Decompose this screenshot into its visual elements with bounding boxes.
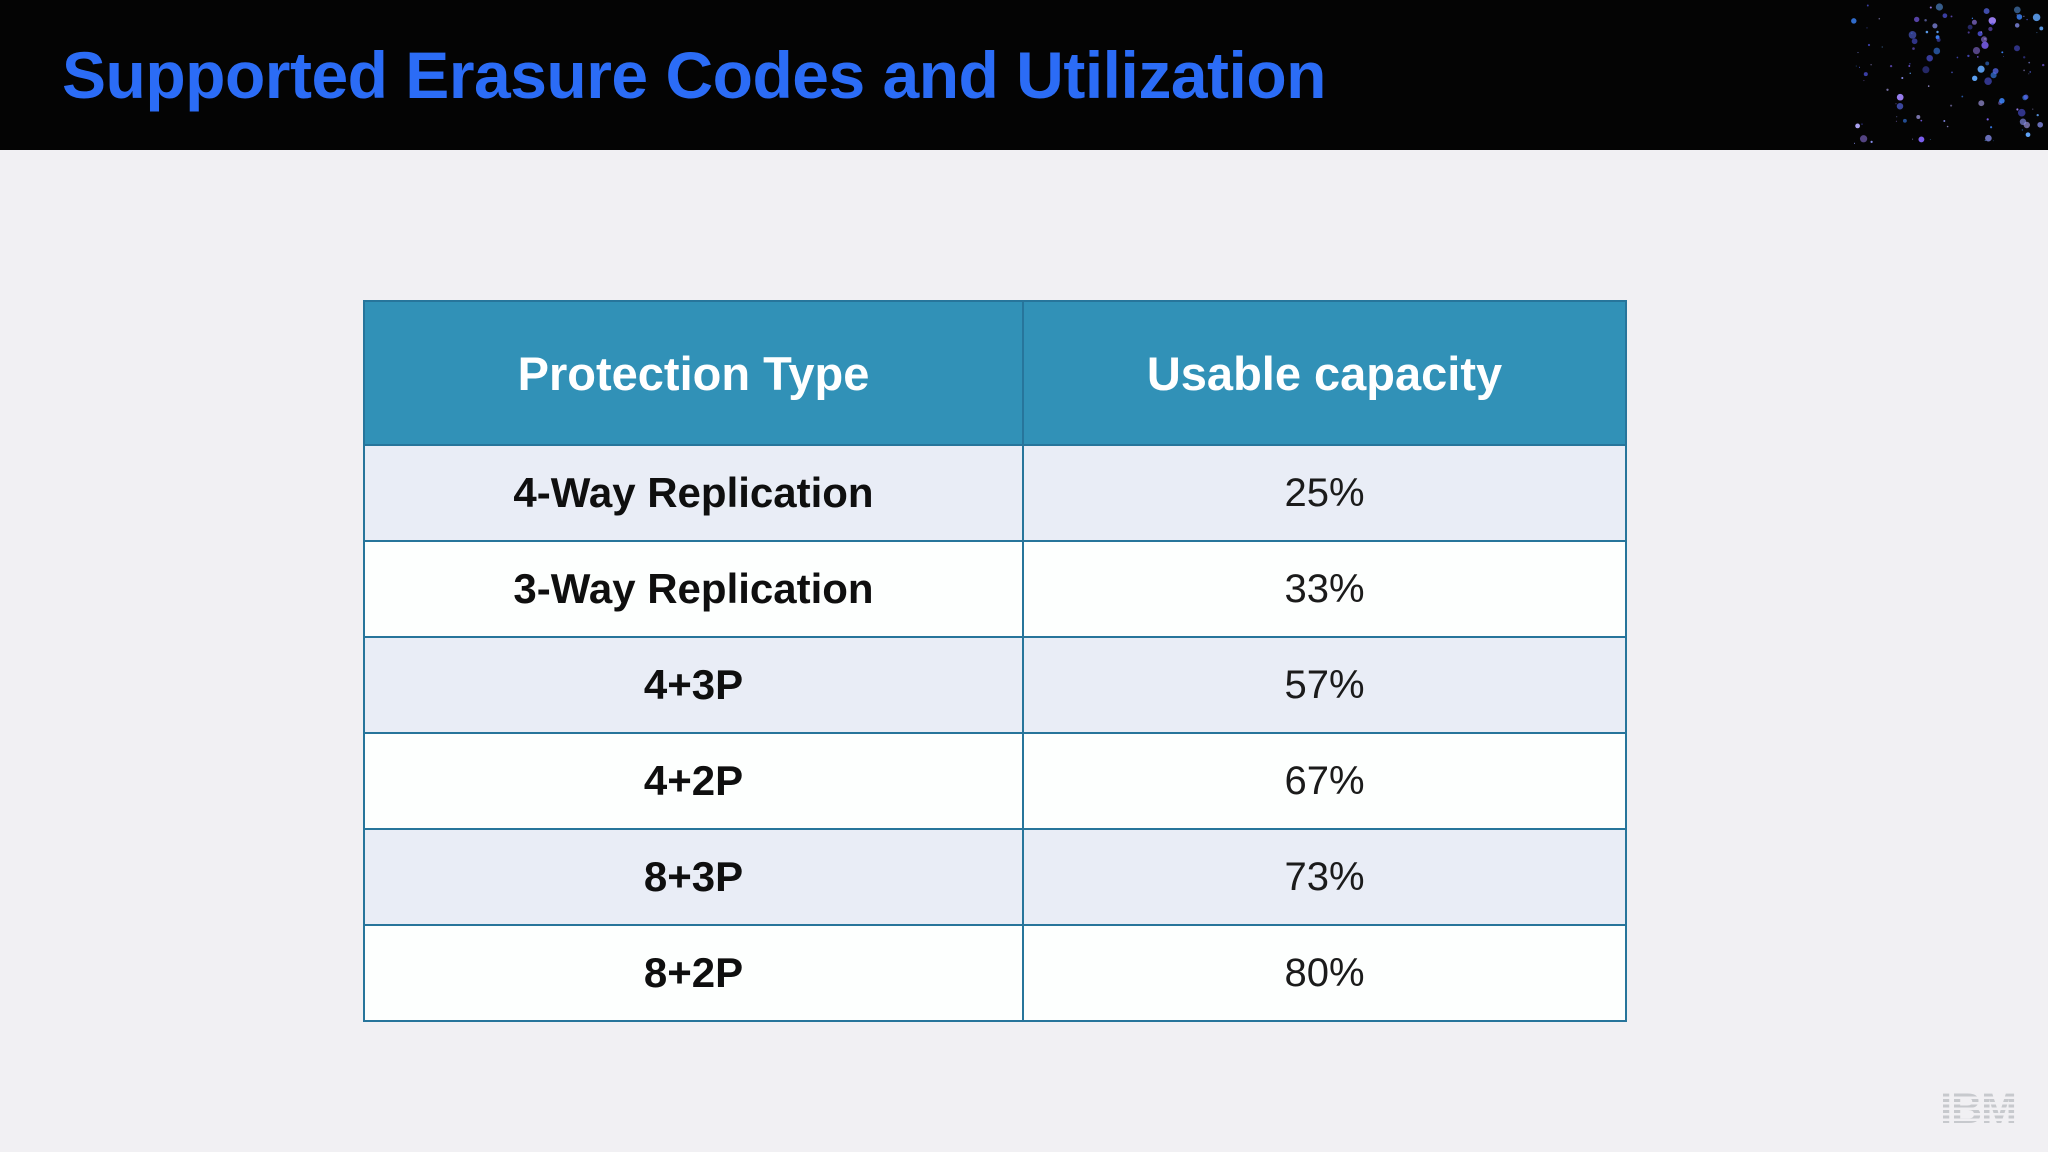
- table-row: 4+3P 57%: [363, 636, 1627, 734]
- protection-type-cell: 3-Way Replication: [363, 540, 1024, 638]
- ibm-logo-stripes: [1928, 1088, 2016, 1130]
- erasure-codes-table: Protection Type Usable capacity 4-Way Re…: [363, 300, 1627, 1022]
- column-header-protection-type: Protection Type: [363, 300, 1024, 446]
- usable-capacity-cell: 80%: [1022, 924, 1627, 1022]
- table-row: 8+2P 80%: [363, 924, 1627, 1022]
- protection-type-cell: 8+2P: [363, 924, 1024, 1022]
- table-row: 8+3P 73%: [363, 828, 1627, 926]
- protection-type-cell: 4+3P: [363, 636, 1024, 734]
- particle-dots-decoration: [1851, 3, 2045, 144]
- usable-capacity-cell: 57%: [1022, 636, 1627, 734]
- ibm-logo: IBM: [1928, 1088, 2016, 1130]
- usable-capacity-cell: 25%: [1022, 444, 1627, 542]
- table-row: 3-Way Replication 33%: [363, 540, 1627, 638]
- capacity-table: Protection Type Usable capacity 4-Way Re…: [363, 300, 1627, 1022]
- table-header-row: Protection Type Usable capacity: [363, 300, 1627, 446]
- protection-type-cell: 8+3P: [363, 828, 1024, 926]
- table-row: 4-Way Replication 25%: [363, 444, 1627, 542]
- page-title: Supported Erasure Codes and Utilization: [62, 38, 1327, 112]
- protection-type-cell: 4+2P: [363, 732, 1024, 830]
- usable-capacity-cell: 73%: [1022, 828, 1627, 926]
- table-row: 4+2P 67%: [363, 732, 1627, 830]
- usable-capacity-cell: 67%: [1022, 732, 1627, 830]
- slide-header-bar: Supported Erasure Codes and Utilization: [0, 0, 2048, 150]
- protection-type-cell: 4-Way Replication: [363, 444, 1024, 542]
- column-header-usable-capacity: Usable capacity: [1022, 300, 1627, 446]
- usable-capacity-cell: 33%: [1022, 540, 1627, 638]
